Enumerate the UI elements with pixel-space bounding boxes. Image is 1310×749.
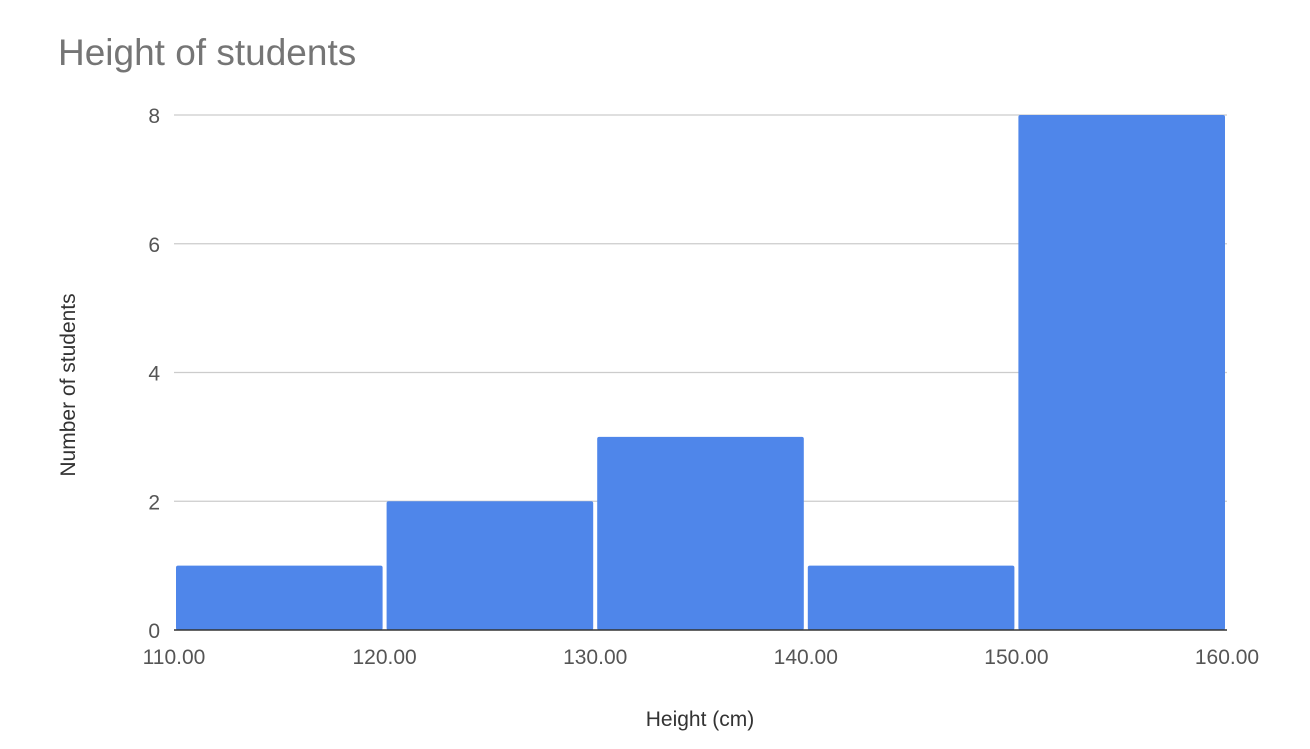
bar-1 — [386, 501, 594, 630]
y-axis-title: Number of students — [57, 293, 80, 476]
bar-2 — [597, 436, 804, 630]
x-tick-label: 160.00 — [1195, 646, 1259, 669]
y-tick-label: 2 — [148, 491, 160, 514]
x-tick-label: 130.00 — [563, 646, 627, 669]
x-axis-title: Height (cm) — [646, 708, 755, 731]
y-tick-label: 6 — [148, 234, 160, 257]
y-tick-label: 0 — [148, 620, 160, 643]
y-tick-label: 4 — [148, 363, 160, 386]
tick-labels: 0 2 4 6 8 110.00 120.00 130.00 140.00 150.00 160.0… — [143, 105, 1259, 669]
x-tick-label: 110.00 — [143, 646, 206, 669]
bars — [176, 115, 1225, 630]
y-tick-label: 8 — [148, 105, 160, 128]
x-tick-label: 120.00 — [352, 646, 416, 669]
x-tick-label: 140.00 — [774, 646, 838, 669]
bar-4 — [1018, 115, 1225, 630]
x-tick-label: 150.00 — [984, 646, 1048, 669]
bar-0 — [176, 565, 383, 630]
bar-3 — [807, 565, 1015, 630]
chart-title: Height of students — [58, 32, 357, 73]
